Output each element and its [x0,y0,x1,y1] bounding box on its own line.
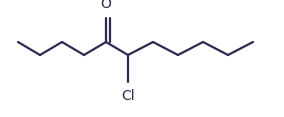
Text: Cl: Cl [121,89,135,103]
Text: O: O [101,0,111,11]
